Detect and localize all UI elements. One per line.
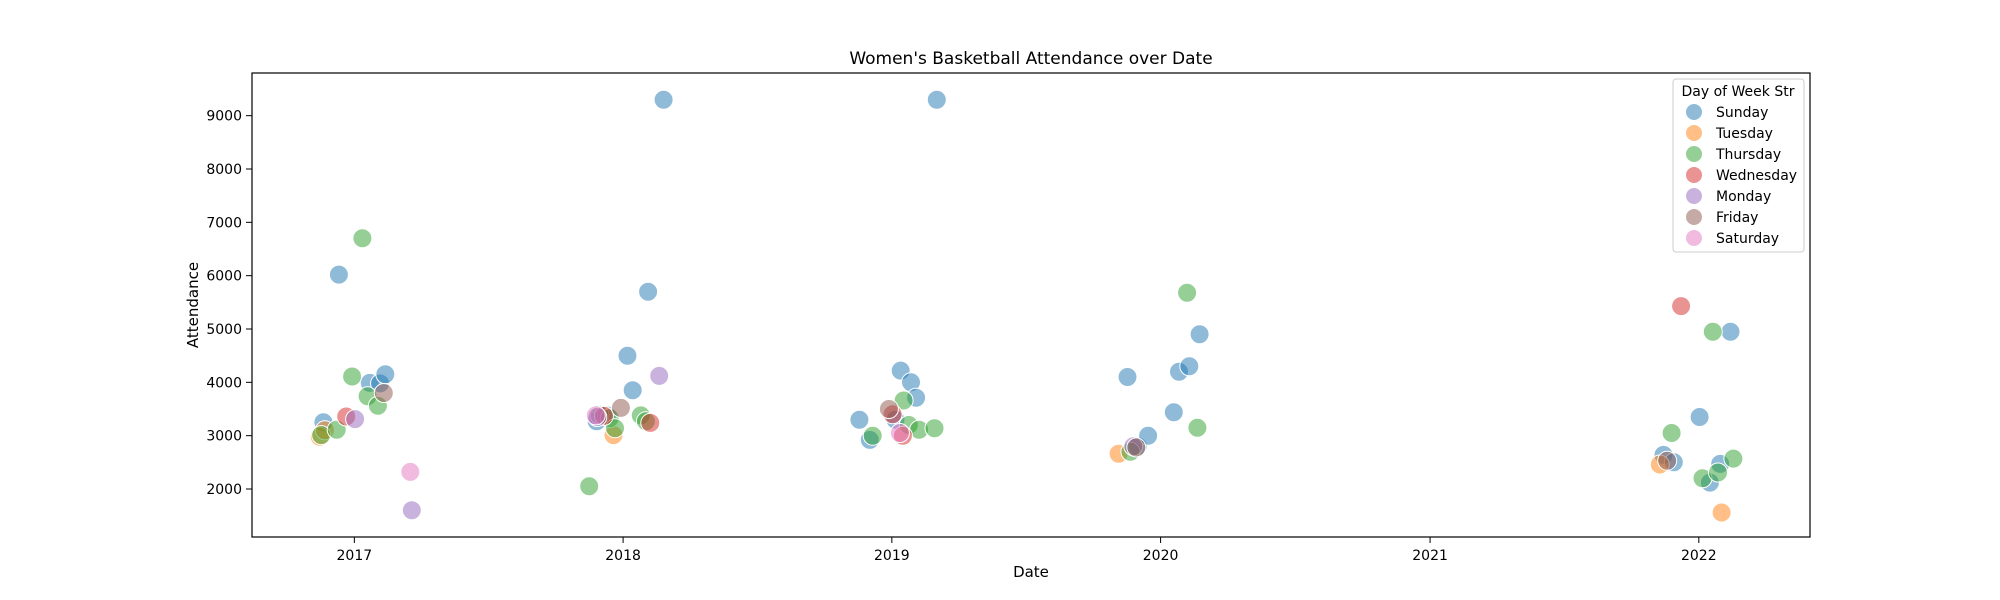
data-point bbox=[862, 425, 883, 446]
legend: Day of Week Str Sunday Tuesday Thursday Wed… bbox=[1672, 78, 1805, 253]
data-point bbox=[1187, 417, 1208, 438]
data-points bbox=[309, 89, 1744, 523]
series-saturday bbox=[400, 405, 910, 482]
chart-title: Women's Basketball Attendance over Date bbox=[849, 49, 1212, 69]
x-tick-label: 2019 bbox=[874, 548, 910, 564]
data-point bbox=[889, 423, 910, 443]
data-point bbox=[1689, 407, 1710, 427]
series-monday bbox=[345, 365, 1144, 521]
legend-label: Saturday bbox=[1716, 231, 1779, 247]
data-point bbox=[1117, 367, 1138, 387]
legend-title: Day of Week Str bbox=[1682, 84, 1795, 100]
legend-items: Sunday Tuesday Thursday Wednesday Monday Frid… bbox=[1685, 103, 1797, 247]
data-point bbox=[373, 383, 394, 403]
data-point bbox=[1177, 282, 1198, 303]
data-point bbox=[610, 397, 631, 418]
series-thursday bbox=[311, 228, 1744, 497]
legend-box bbox=[1672, 78, 1805, 253]
data-point bbox=[328, 264, 349, 285]
y-tick-label: 6000 bbox=[206, 269, 242, 285]
x-tick-label: 2022 bbox=[1681, 548, 1717, 564]
y-tick-label: 7000 bbox=[206, 215, 242, 231]
series-wednesday bbox=[336, 296, 1692, 446]
data-point bbox=[653, 89, 674, 110]
legend-marker bbox=[1685, 229, 1703, 247]
data-point bbox=[1126, 437, 1147, 458]
legend-marker bbox=[1685, 145, 1703, 163]
data-point bbox=[878, 399, 899, 419]
y-tick-label: 4000 bbox=[206, 375, 242, 391]
legend-label: Wednesday bbox=[1716, 168, 1797, 184]
data-point bbox=[1189, 324, 1210, 345]
data-point bbox=[345, 409, 366, 430]
y-tick-label: 5000 bbox=[206, 322, 242, 338]
data-point bbox=[649, 365, 670, 386]
data-point bbox=[640, 412, 661, 433]
x-axis-label: Date bbox=[1013, 563, 1049, 581]
y-tick-label: 9000 bbox=[206, 109, 242, 125]
data-point bbox=[401, 500, 422, 521]
data-point bbox=[924, 418, 945, 439]
legend-label: Tuesday bbox=[1715, 126, 1773, 142]
data-point bbox=[622, 380, 643, 401]
legend-label: Sunday bbox=[1716, 105, 1768, 121]
legend-label: Friday bbox=[1716, 210, 1758, 226]
data-point bbox=[342, 366, 363, 387]
x-tick-label: 2020 bbox=[1143, 548, 1179, 564]
data-point bbox=[1671, 296, 1692, 317]
data-point bbox=[926, 89, 947, 110]
data-point bbox=[849, 409, 870, 430]
x-tick-label: 2021 bbox=[1412, 548, 1448, 564]
data-point bbox=[579, 476, 600, 497]
y-tick-label: 3000 bbox=[206, 429, 242, 445]
plot-area bbox=[251, 72, 1811, 538]
x-tick-label: 2017 bbox=[337, 548, 373, 564]
data-point bbox=[1661, 423, 1682, 443]
legend-marker bbox=[1685, 124, 1703, 142]
data-point bbox=[617, 345, 638, 366]
y-axis-label: Attendance bbox=[184, 262, 202, 348]
data-point bbox=[1711, 502, 1732, 523]
data-point bbox=[638, 281, 659, 302]
data-point bbox=[400, 461, 421, 482]
data-point bbox=[1163, 402, 1184, 423]
data-point bbox=[1708, 462, 1728, 483]
data-point bbox=[585, 405, 606, 426]
legend-label: Thursday bbox=[1715, 147, 1781, 163]
y-tick-label: 2000 bbox=[206, 482, 242, 498]
data-point bbox=[1723, 448, 1744, 469]
data-point bbox=[352, 228, 373, 249]
data-point bbox=[1702, 321, 1723, 342]
data-point bbox=[1657, 450, 1678, 471]
legend-marker bbox=[1685, 166, 1703, 184]
legend-marker bbox=[1685, 187, 1703, 205]
data-point bbox=[1179, 356, 1200, 377]
x-axis: 2017 2018 2019 2020 2021 2022 bbox=[337, 537, 1717, 564]
series-friday bbox=[373, 383, 1678, 471]
legend-label: Monday bbox=[1716, 189, 1771, 205]
series-tuesday bbox=[309, 420, 1732, 523]
legend-marker bbox=[1685, 208, 1703, 226]
data-point bbox=[1720, 321, 1741, 342]
data-point bbox=[375, 364, 396, 385]
series-sunday bbox=[313, 89, 1741, 493]
x-tick-label: 2018 bbox=[605, 548, 641, 564]
y-axis: 2000 3000 4000 5000 6000 7000 8000 9000 bbox=[206, 109, 252, 498]
legend-marker bbox=[1685, 103, 1703, 121]
y-tick-label: 8000 bbox=[206, 162, 242, 178]
